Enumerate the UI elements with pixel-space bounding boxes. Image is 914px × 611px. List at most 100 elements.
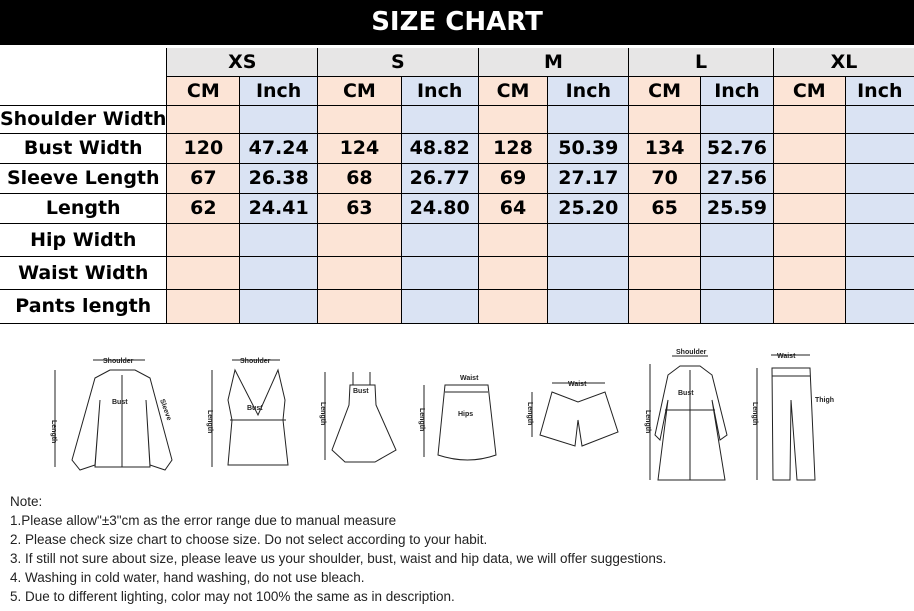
measurement-cell xyxy=(844,222,914,257)
unit-header-inch: Inch xyxy=(400,75,479,106)
measurement-cell xyxy=(166,288,241,324)
measurement-cell xyxy=(317,104,402,134)
measurement-cell xyxy=(166,255,241,290)
row-label: Waist Width xyxy=(0,255,168,290)
measurement-cell: 62 xyxy=(166,192,241,224)
note-item: 4. Washing in cold water, hand washing, … xyxy=(10,570,365,585)
measurement-cell: 124 xyxy=(317,132,402,164)
svg-text:Shoulder: Shoulder xyxy=(103,358,134,365)
measurement-cell xyxy=(477,288,549,324)
table-row: Sleeve Length 67 26.38 68 26.77 69 27.17 70 27.5… xyxy=(0,162,914,194)
measurement-cell xyxy=(477,222,549,257)
measurement-cell xyxy=(772,288,846,324)
dress-diagram: Length Bust xyxy=(319,372,397,463)
row-label: Shoulder Width xyxy=(0,104,168,134)
measurement-cell: 27.56 xyxy=(699,162,774,194)
svg-text:Bust: Bust xyxy=(247,405,263,412)
svg-text:Length: Length xyxy=(206,410,213,433)
skirt-diagram: Length Waist Hips xyxy=(418,375,497,461)
svg-text:Bust: Bust xyxy=(353,388,369,395)
note-item: 3. If still not sure about size, please … xyxy=(10,551,667,566)
svg-text:Hips: Hips xyxy=(458,411,473,418)
measurement-cell: 63 xyxy=(317,192,402,224)
measurement-cell xyxy=(628,288,701,324)
size-header: S xyxy=(317,48,479,77)
measurement-cell xyxy=(628,255,701,290)
measurement-cell: 134 xyxy=(628,132,701,164)
svg-text:Waist: Waist xyxy=(777,353,796,360)
unit-header-inch: Inch xyxy=(699,75,774,106)
measurement-cell xyxy=(699,288,774,324)
measurement-cell xyxy=(844,104,914,134)
measurement-cell xyxy=(844,288,914,324)
measurement-cell: 24.41 xyxy=(239,192,319,224)
measurement-cell xyxy=(628,104,701,134)
corner-cell xyxy=(0,48,168,106)
size-header: XS xyxy=(166,48,319,77)
coat-diagram: Length Shoulder Bust xyxy=(644,349,728,481)
shorts-diagram: Length Waist xyxy=(526,381,619,447)
unit-header-cm: CM xyxy=(628,75,701,106)
measurement-cell xyxy=(400,288,479,324)
measurement-cell xyxy=(166,222,241,257)
measurement-cell xyxy=(844,132,914,164)
measurement-cell xyxy=(477,255,549,290)
measurement-cell xyxy=(547,104,630,134)
measurement-cell: 68 xyxy=(317,162,402,194)
measurement-cell xyxy=(166,104,241,134)
measurement-cell xyxy=(844,192,914,224)
row-label: Length xyxy=(0,192,168,224)
row-label: Bust Width xyxy=(0,132,168,164)
measurement-cell: 26.38 xyxy=(239,162,319,194)
svg-text:Length: Length xyxy=(751,402,758,425)
svg-text:Bust: Bust xyxy=(678,390,694,397)
svg-text:Thigh: Thigh xyxy=(815,397,834,404)
svg-text:Shoulder: Shoulder xyxy=(676,349,707,356)
size-header: XL xyxy=(772,48,914,77)
measurement-cell: 128 xyxy=(477,132,549,164)
measurement-cell: 24.80 xyxy=(400,192,479,224)
measurement-cell xyxy=(772,104,846,134)
measurement-cell xyxy=(772,255,846,290)
measurement-cell xyxy=(317,222,402,257)
unit-header-cm: CM xyxy=(166,75,241,106)
measurement-cell xyxy=(239,255,319,290)
table-row: Pants length xyxy=(0,288,914,324)
measurement-cell xyxy=(239,104,319,134)
unit-header-inch: Inch xyxy=(547,75,630,106)
svg-text:Length: Length xyxy=(418,408,425,431)
measurement-cell xyxy=(844,162,914,194)
table-row: Waist Width xyxy=(0,255,914,290)
measurement-cell xyxy=(844,255,914,290)
measurement-cell xyxy=(547,255,630,290)
measurement-cell: 48.82 xyxy=(400,132,479,164)
measurement-cell: 70 xyxy=(628,162,701,194)
measurement-cell xyxy=(239,222,319,257)
size-chart-table: XS S M L XL CM Inch CM Inch CM Inch CM Inch CM In… xyxy=(0,48,914,324)
measurement-cell: 120 xyxy=(166,132,241,164)
measurement-cell: 50.39 xyxy=(547,132,630,164)
measurement-cell: 67 xyxy=(166,162,241,194)
table-row: Shoulder Width xyxy=(0,104,914,134)
notes: Note: 1.Please allow"±3"cm as the error … xyxy=(10,492,666,606)
measurement-cell: 27.17 xyxy=(547,162,630,194)
note-item: 2. Please check size chart to choose siz… xyxy=(10,532,488,547)
row-label: Sleeve Length xyxy=(0,162,168,194)
unit-header-cm: CM xyxy=(477,75,549,106)
measurement-cell xyxy=(400,222,479,257)
measurement-cell xyxy=(317,288,402,324)
measurement-cell: 26.77 xyxy=(400,162,479,194)
measurement-cell xyxy=(772,192,846,224)
pants-diagram: Length Waist Thigh xyxy=(751,353,834,481)
measurement-cell xyxy=(400,255,479,290)
table-row: Bust Width 120 47.24 124 48.82 128 50.39 134 52.… xyxy=(0,132,914,164)
blouse-diagram: Length Shoulder Bust Sleeve xyxy=(50,358,173,471)
unit-header-inch: Inch xyxy=(239,75,319,106)
tank-top-diagram: Length Shoulder Bust xyxy=(206,358,289,467)
measurement-cell xyxy=(699,222,774,257)
measurement-cell: 64 xyxy=(477,192,549,224)
size-header: M xyxy=(477,48,630,77)
note-item: 5. Due to different lighting, color may … xyxy=(10,589,455,604)
measurement-cell xyxy=(400,104,479,134)
svg-text:Length: Length xyxy=(526,402,533,425)
